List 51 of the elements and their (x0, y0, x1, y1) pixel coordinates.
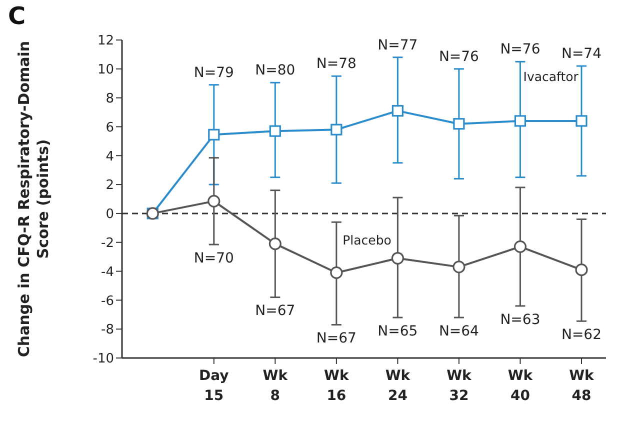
y-tick-label: 8 (106, 91, 114, 106)
point (330, 266, 343, 280)
x-tick-label: Wk 8 (262, 368, 288, 404)
y-tick-label: 10 (97, 62, 114, 78)
y-tick-label: -8 (101, 322, 114, 338)
annotation: N=67 (255, 303, 296, 320)
y-tick-label: -10 (92, 352, 114, 367)
x-tick-label: Wk 40 (508, 368, 534, 404)
y-tick-label: 6 (106, 120, 114, 136)
y-tick-label: 4 (106, 149, 114, 164)
annotation: N=76 (438, 48, 480, 65)
point (514, 240, 527, 253)
annotation: N=76 (500, 42, 540, 58)
y-tick-label: -2 (101, 236, 114, 251)
y-tick-label: -4 (101, 264, 114, 280)
y-tick-label: 0 (106, 207, 114, 222)
annotation: N=67 (316, 330, 356, 347)
series-label: Placebo (342, 232, 392, 248)
text: Ivacaftor (523, 68, 580, 84)
x-tick-label: Wk 48 (569, 368, 595, 404)
annotation: N=70 (194, 250, 234, 266)
y-tick-label: 12 (97, 34, 114, 49)
annotation: N=64 (438, 323, 480, 340)
point (453, 118, 465, 130)
point (268, 238, 282, 250)
annotation: N=80 (255, 62, 296, 79)
y-tick-label: -6 (101, 294, 114, 309)
point (452, 260, 466, 274)
point (575, 264, 588, 276)
point (391, 252, 404, 265)
annotation: N=62 (561, 327, 602, 344)
point (514, 115, 526, 127)
x-tick-label: Day 15 (199, 368, 229, 404)
point (208, 194, 220, 208)
annotation: N=65 (378, 323, 418, 340)
annotation: N=78 (316, 56, 356, 72)
annotation: N=77 (378, 37, 418, 54)
y-tick-label: 2 (106, 178, 114, 194)
y-axis-title: Change in CFQ-R Respiratory-Domain Score (points) (15, 40, 52, 358)
x-tick-label: Wk 32 (446, 368, 472, 404)
x-tick-label: Wk 16 (324, 368, 350, 404)
point (392, 105, 404, 117)
point (330, 124, 342, 136)
point (576, 115, 588, 127)
annotation: N=74 (561, 46, 602, 62)
x-tick-label: Wk 24 (385, 368, 411, 404)
point (208, 128, 220, 140)
annotation: N=79 (194, 64, 234, 81)
point (269, 125, 281, 137)
annotation: N=63 (500, 312, 540, 328)
text: C (8, 2, 26, 30)
